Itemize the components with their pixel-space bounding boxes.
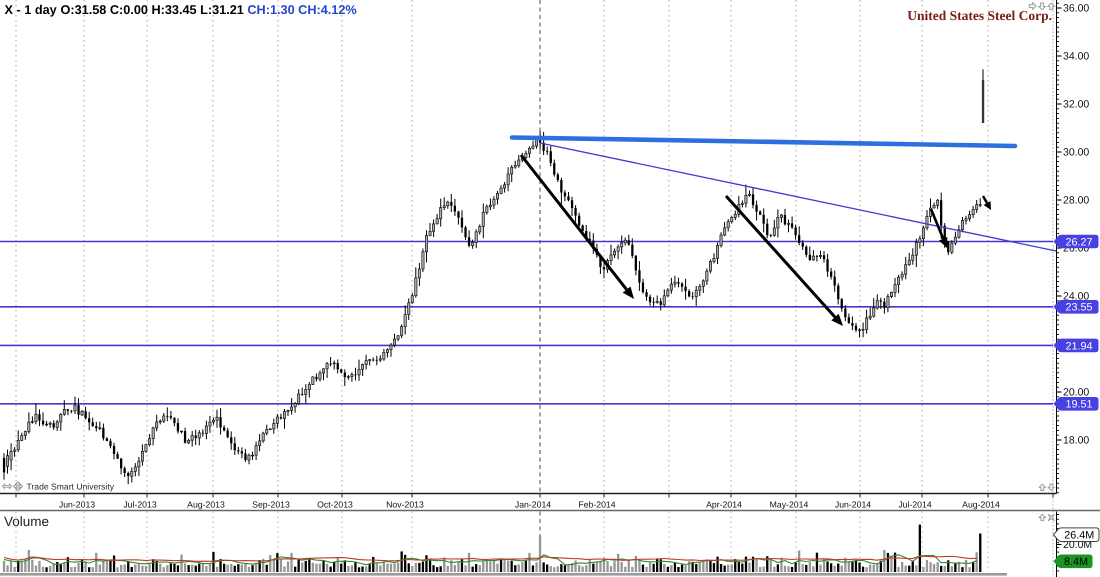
svg-text:Aug-2014: Aug-2014 [962,500,1000,510]
svg-text:Jun-2014: Jun-2014 [835,500,871,510]
svg-text:32.00: 32.00 [1063,99,1089,111]
svg-text:36.00: 36.00 [1063,3,1089,15]
svg-text:Jun-2013: Jun-2013 [59,500,95,510]
svg-text:Jul-2013: Jul-2013 [123,500,156,510]
svg-text:20.0M: 20.0M [1063,539,1092,551]
svg-text:Nov-2013: Nov-2013 [386,500,424,510]
svg-text:26.4M: 26.4M [1064,530,1094,542]
svg-text:21.94: 21.94 [1065,340,1092,352]
svg-text:United States Steel Corp.: United States Steel Corp. [907,8,1052,23]
svg-text:Feb-2014: Feb-2014 [578,500,615,510]
svg-text:34.00: 34.00 [1063,51,1089,63]
svg-text:8.4M: 8.4M [1064,556,1088,568]
svg-text:19.51: 19.51 [1065,399,1092,411]
svg-text:Jul-2014: Jul-2014 [898,500,931,510]
svg-text:18.00: 18.00 [1063,435,1089,447]
svg-text:Oct-2013: Oct-2013 [317,500,353,510]
svg-text:24.00: 24.00 [1063,291,1089,303]
svg-text:28.00: 28.00 [1063,195,1089,207]
svg-text:Trade Smart University: Trade Smart University [27,482,115,492]
svg-text:23.55: 23.55 [1065,302,1092,314]
svg-text:Aug-2013: Aug-2013 [187,500,225,510]
svg-text:X - 1 day: X - 1 day [5,3,57,17]
svg-text:Sep-2013: Sep-2013 [252,500,290,510]
svg-text:20.00: 20.00 [1063,387,1089,399]
svg-text:May-2014: May-2014 [770,500,809,510]
svg-text:Apr-2014: Apr-2014 [706,500,742,510]
svg-text:30.00: 30.00 [1063,147,1089,159]
svg-text:Jan-2014: Jan-2014 [515,500,551,510]
svg-text:O:31.58 C:0.00 H:33.45 L:31.21: O:31.58 C:0.00 H:33.45 L:31.21 CH:1.30 C… [61,3,357,17]
svg-text:Volume: Volume [4,514,49,529]
svg-text:26.27: 26.27 [1065,236,1092,248]
